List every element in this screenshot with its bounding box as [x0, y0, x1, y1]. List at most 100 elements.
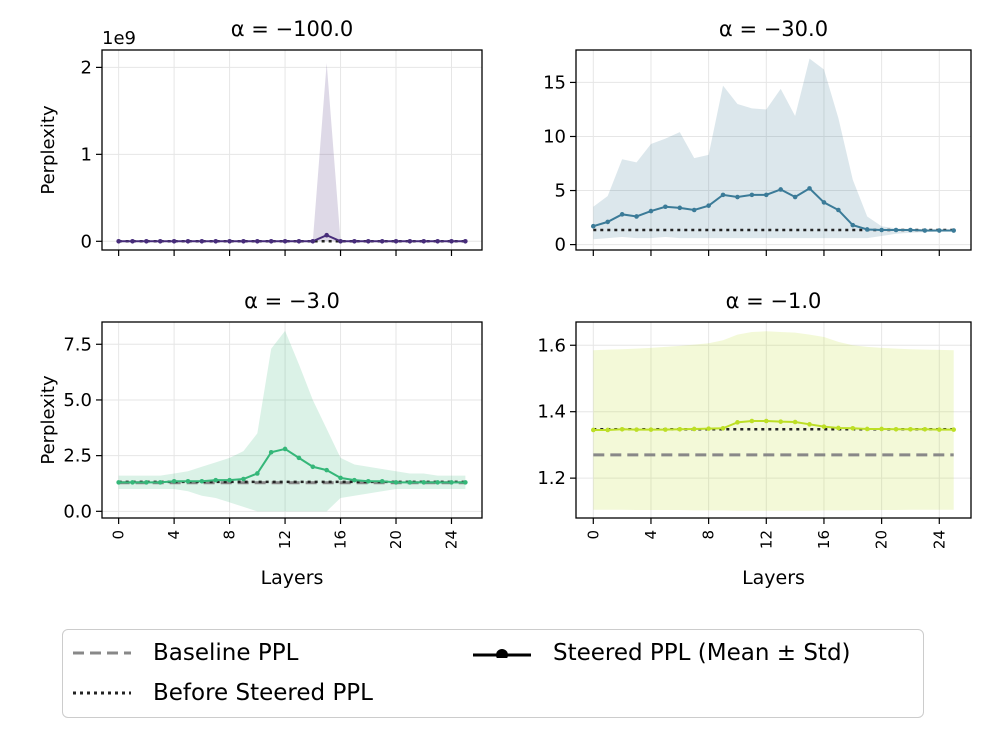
data-point [157, 480, 163, 485]
y-tick-label: 0 [555, 235, 566, 256]
data-point [171, 478, 177, 484]
x-tick-label: 20 [387, 530, 405, 549]
data-point [255, 471, 260, 476]
data-point [605, 219, 611, 225]
y-tick-label: 2.5 [63, 446, 92, 467]
data-point [421, 239, 427, 244]
data-point [324, 467, 329, 473]
data-point [763, 192, 769, 198]
legend-item-before: Before Steered PPL [73, 680, 373, 706]
data-point [893, 427, 899, 432]
data-point [850, 222, 856, 228]
x-tick-label: 24 [442, 530, 460, 549]
data-point [850, 426, 856, 431]
y-tick-label: 15 [543, 72, 566, 93]
data-point [749, 192, 755, 198]
data-point [619, 427, 625, 432]
data-point [836, 425, 841, 431]
data-point [213, 477, 219, 483]
data-point [435, 480, 440, 485]
axis-offset-label: 1e9 [102, 28, 136, 49]
data-point [310, 464, 316, 470]
data-point [879, 426, 884, 432]
data-point [463, 239, 468, 244]
std-band [118, 63, 466, 242]
data-point [116, 239, 121, 244]
data-point [365, 239, 371, 244]
data-point [310, 239, 316, 244]
data-point [706, 203, 711, 208]
data-point [199, 478, 205, 484]
data-point [393, 480, 399, 485]
data-point [648, 208, 654, 214]
data-point [338, 475, 343, 481]
subplot-title: α = −100.0 [231, 17, 354, 41]
data-point [951, 427, 957, 432]
x-tick-label: 16 [332, 530, 350, 549]
y-tick-label: 1.6 [537, 335, 566, 356]
subplot-1: 0 1 2 α = −100.0 1e9 Perplexity [38, 17, 483, 256]
data-point [435, 239, 440, 244]
y-tick-label: 5 [555, 181, 566, 202]
data-point [735, 420, 740, 425]
legend: Baseline PPL Before Steered PPL Steered … [62, 629, 924, 718]
legend-swatch-baseline [73, 651, 131, 655]
y-tick-label: 10 [543, 126, 566, 147]
mean-line [118, 234, 466, 243]
data-point [951, 228, 957, 233]
data-point [908, 227, 913, 233]
data-point [936, 427, 942, 432]
data-point [893, 227, 899, 233]
legend-label-baseline: Baseline PPL [153, 640, 299, 666]
data-point [282, 239, 288, 244]
data-point [936, 228, 942, 233]
data-point [130, 239, 135, 244]
y-tick-label: 0.0 [63, 501, 92, 522]
data-point [821, 424, 827, 429]
data-point [749, 418, 755, 424]
y-tick-label: 1.4 [537, 402, 566, 423]
data-point [338, 239, 343, 244]
data-point [296, 239, 302, 244]
axes-frame [101, 49, 483, 251]
legend-label-steered: Steered PPL (Mean ± Std) [553, 640, 851, 666]
data-point [407, 239, 413, 244]
std-band [118, 330, 466, 512]
x-tick-label: 8 [700, 530, 718, 540]
data-point [735, 194, 740, 200]
axes-frame [575, 49, 972, 251]
legend-label-before: Before Steered PPL [153, 680, 373, 706]
data-point [463, 480, 468, 485]
data-point [199, 239, 205, 244]
subplot-title: α = −30.0 [719, 17, 828, 41]
data-point [634, 214, 639, 219]
data-point [590, 223, 596, 229]
data-point [324, 232, 329, 238]
data-point [116, 480, 121, 485]
data-point [590, 427, 596, 433]
x-tick-label: 4 [642, 530, 660, 540]
std-band [593, 58, 954, 240]
x-tick-label: 16 [815, 530, 833, 549]
legend-swatch-steered [473, 649, 531, 658]
data-point [449, 480, 454, 485]
x-tick-label: 24 [930, 530, 948, 549]
data-point [268, 449, 274, 455]
data-point [864, 227, 870, 232]
subplot-3: 0 4 8 12 16 20 24 0.0 2.5 5.0 7.5 α = −3.0 Perplexit… [38, 289, 483, 589]
data-point [807, 186, 812, 191]
data-point [706, 426, 711, 431]
data-point [677, 427, 683, 432]
data-point [605, 427, 611, 433]
y-tick-label: 5.0 [63, 390, 92, 411]
mean-line [593, 419, 954, 431]
x-tick-label: 0 [584, 530, 602, 540]
data-point [352, 477, 357, 483]
data-point [365, 478, 371, 484]
data-point [922, 427, 928, 432]
data-point [268, 239, 274, 244]
data-point [185, 478, 191, 484]
data-point [185, 239, 191, 244]
x-tick-label: 4 [165, 530, 183, 540]
